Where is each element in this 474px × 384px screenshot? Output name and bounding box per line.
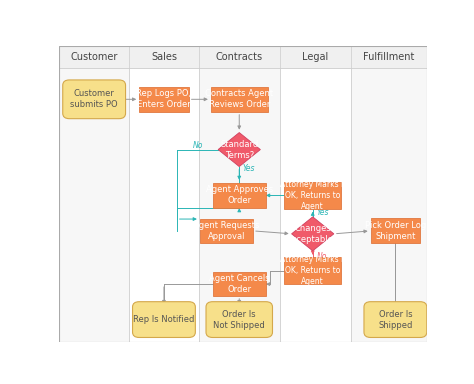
Text: Rep Is Notified: Rep Is Notified [133, 315, 195, 324]
Text: Contracts Agent
Reviews Order: Contracts Agent Reviews Order [205, 89, 273, 109]
FancyBboxPatch shape [206, 302, 273, 338]
Text: Agent Approves
Order: Agent Approves Order [206, 185, 273, 205]
Text: Pick Order Log
Shipment: Pick Order Log Shipment [365, 221, 426, 241]
Bar [199, 68, 280, 342]
Text: No: No [316, 252, 327, 261]
Text: Contracts: Contracts [216, 52, 263, 62]
Polygon shape [292, 217, 334, 251]
Text: Yes: Yes [243, 164, 255, 173]
Text: Agent Cancels
Order: Agent Cancels Order [209, 274, 270, 294]
Text: Customer
submits PO: Customer submits PO [70, 89, 118, 109]
FancyBboxPatch shape [213, 272, 266, 296]
Text: Yes: Yes [316, 208, 329, 217]
FancyBboxPatch shape [63, 80, 126, 119]
FancyBboxPatch shape [213, 183, 266, 208]
Text: Agent Requests
Approval: Agent Requests Approval [193, 221, 260, 241]
Bar [280, 68, 351, 342]
Text: Rep Logs PO,
Enters Order: Rep Logs PO, Enters Order [137, 89, 191, 109]
FancyBboxPatch shape [200, 219, 253, 243]
Bar [351, 68, 427, 342]
FancyBboxPatch shape [284, 182, 341, 209]
Polygon shape [218, 132, 260, 167]
Text: No: No [193, 141, 203, 150]
Text: Customer: Customer [71, 52, 118, 62]
Text: Order Is
Shipped: Order Is Shipped [378, 310, 412, 329]
Bar [59, 68, 129, 342]
FancyBboxPatch shape [133, 302, 195, 338]
FancyBboxPatch shape [284, 258, 341, 284]
Text: Legal: Legal [302, 52, 328, 62]
Bar [59, 46, 427, 68]
Text: Changes
Acceptable?: Changes Acceptable? [287, 224, 338, 244]
Text: Order Is
Not Shipped: Order Is Not Shipped [213, 310, 265, 329]
Text: Standard
Terms?: Standard Terms? [220, 139, 258, 160]
Text: Attorney Marks it
OK, Returns to
Agent: Attorney Marks it OK, Returns to Agent [280, 180, 346, 211]
Text: Attorney Marks it
OK, Returns to
Agent: Attorney Marks it OK, Returns to Agent [280, 255, 346, 286]
FancyBboxPatch shape [364, 302, 427, 338]
FancyBboxPatch shape [139, 87, 189, 112]
FancyBboxPatch shape [211, 87, 268, 112]
Text: Sales: Sales [151, 52, 177, 62]
Text: Fulfillment: Fulfillment [363, 52, 415, 62]
FancyBboxPatch shape [371, 218, 420, 243]
Bar [129, 68, 199, 342]
